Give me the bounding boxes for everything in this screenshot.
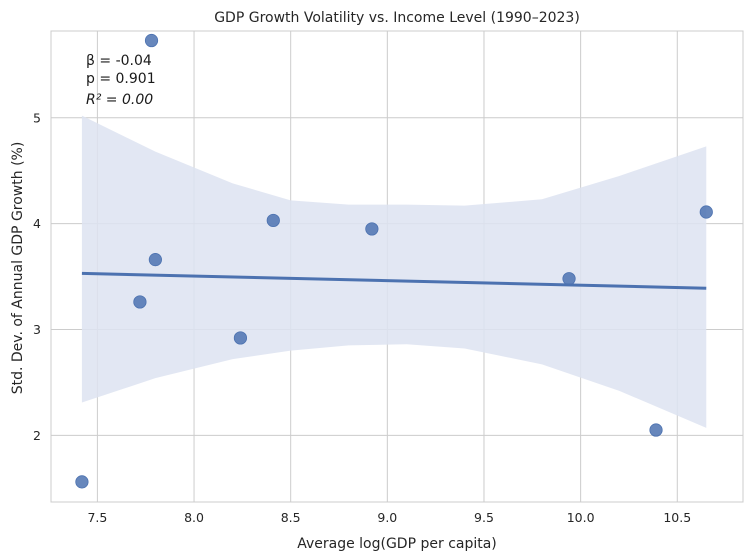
beta-annotation: β = -0.04	[86, 53, 152, 69]
regression-line	[81, 271, 707, 290]
data-point	[266, 213, 280, 228]
x-tick-label: 7.5	[87, 510, 107, 525]
y-tick-label: 5	[33, 110, 41, 125]
x-tick-label: 8.0	[184, 510, 204, 525]
y-tick-label: 3	[33, 322, 41, 337]
data-point	[365, 222, 379, 236]
r-squared-annotation: R² = 0.00	[86, 92, 153, 108]
data-point	[144, 33, 159, 48]
data-point	[233, 331, 248, 345]
data-point	[75, 475, 89, 489]
y-tick-label: 2	[33, 428, 41, 443]
x-tick-label: 9.0	[377, 510, 397, 525]
data-points	[75, 33, 713, 489]
x-tick-label: 8.5	[281, 510, 301, 525]
x-tick-label: 10.0	[567, 510, 595, 525]
data-point	[649, 423, 663, 437]
x-tick-label: 9.5	[474, 510, 494, 525]
p-value-annotation: p = 0.901	[86, 71, 156, 87]
data-point	[699, 205, 713, 219]
data-point	[148, 253, 162, 267]
chart-title: GDP Growth Volatility vs. Income Level (…	[214, 10, 580, 26]
data-point	[133, 295, 147, 309]
plot-frame	[50, 30, 744, 503]
x-axis-label: Average log(GDP per capita)	[297, 536, 497, 552]
y-axis-ticks: 2 3 4 5	[33, 110, 41, 443]
x-axis-ticks: 7.5 8.0 8.5 9.0 9.5 10.0 10.5	[87, 510, 691, 525]
data-point	[562, 272, 576, 286]
confidence-interval-band	[81, 115, 707, 428]
x-tick-label: 10.5	[663, 510, 691, 525]
y-axis-label: Std. Dev. of Annual GDP Growth (%)	[10, 142, 26, 395]
y-tick-label: 4	[33, 216, 41, 231]
